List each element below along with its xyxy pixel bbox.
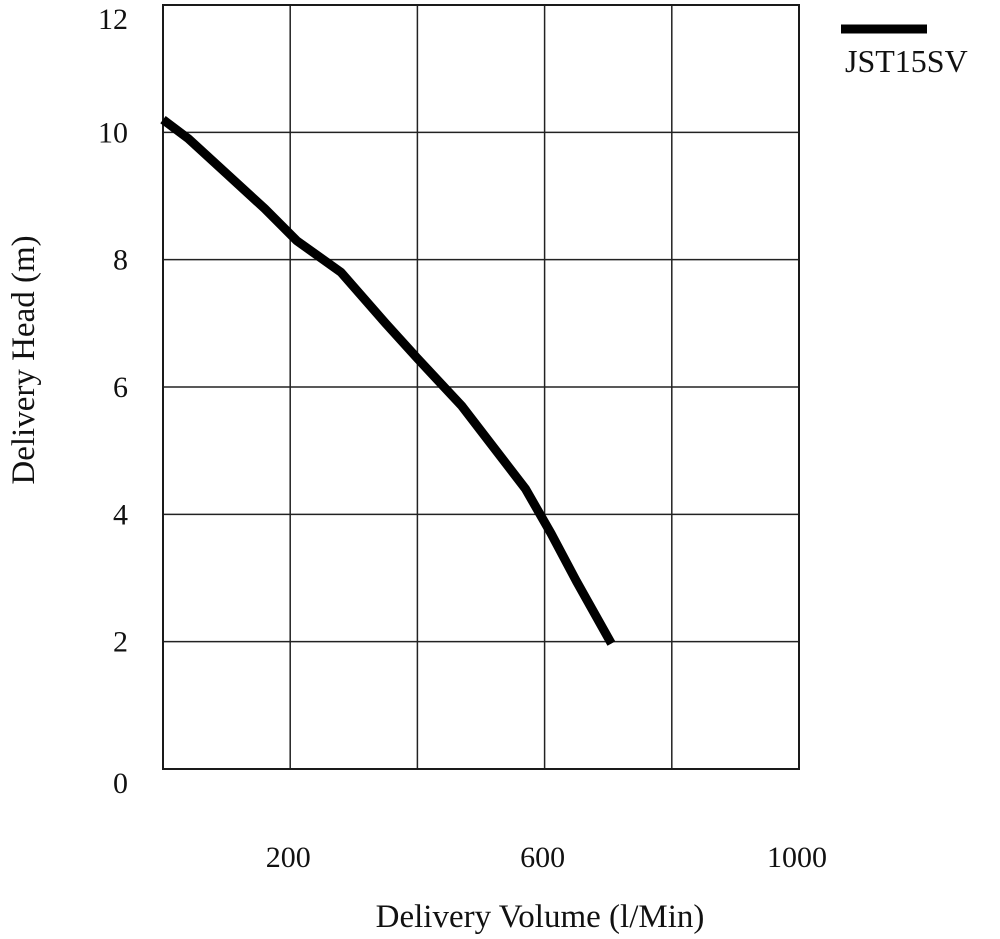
y-tick-label: 2 <box>113 626 128 659</box>
y-axis-title: Delivery Head (m) <box>6 235 42 484</box>
legend-label-jst15sv: JST15SV <box>845 43 968 79</box>
series-line-jst15sv <box>160 116 616 646</box>
y-tick-labels: 0 2 4 6 8 10 12 <box>98 3 128 800</box>
y-tick-label: 6 <box>113 371 128 404</box>
x-axis-title: Delivery Volume (l/Min) <box>376 899 705 935</box>
x-tick-label: 1000 <box>767 841 827 874</box>
y-tick-label: 8 <box>113 244 128 277</box>
x-tick-label: 200 <box>266 841 311 874</box>
legend: JST15SV <box>841 24 968 79</box>
y-tick-label: 4 <box>113 498 128 531</box>
grid-lines <box>163 5 799 769</box>
x-tick-label: 600 <box>520 841 565 874</box>
series-layer <box>160 116 616 646</box>
y-tick-label: 12 <box>98 3 128 36</box>
x-tick-labels: 200 600 1000 <box>266 841 827 874</box>
y-tick-label: 0 <box>113 767 128 800</box>
plot-frame <box>162 4 800 770</box>
y-tick-label: 10 <box>98 116 128 149</box>
